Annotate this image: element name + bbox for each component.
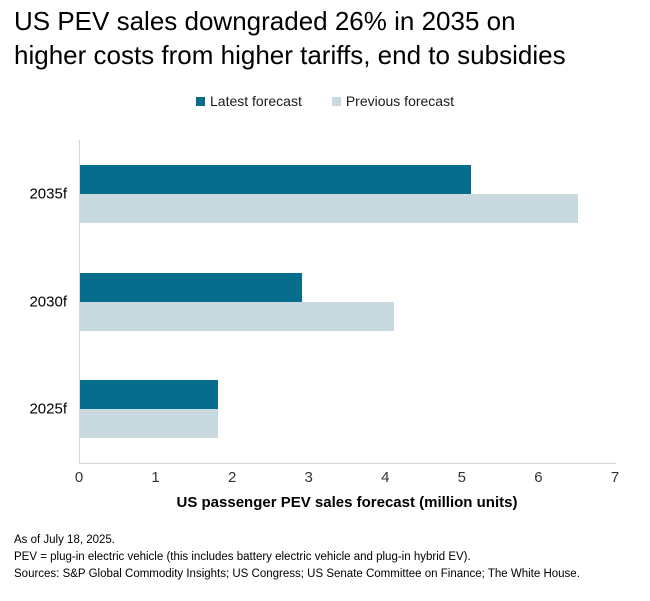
bar-latest-forecast bbox=[80, 164, 471, 194]
bar-group-2030f: 2030f bbox=[29, 248, 616, 356]
bar-previous-forecast bbox=[80, 193, 578, 223]
chart-title-line1: US PEV sales downgraded 26% in 2035 on bbox=[14, 6, 516, 36]
bar-group-2035f: 2035f bbox=[29, 140, 616, 248]
category-label: 2035f bbox=[29, 185, 67, 203]
legend-swatch-icon bbox=[331, 96, 341, 106]
bar-previous-forecast bbox=[80, 409, 218, 439]
category-label: 2030f bbox=[29, 293, 67, 310]
category-label: 2025f bbox=[29, 400, 67, 418]
bar-latest-forecast bbox=[80, 272, 303, 302]
bar-group-2025f: 2025f bbox=[29, 355, 616, 463]
legend-item-label: Latest forecast bbox=[210, 93, 302, 109]
bar-previous-forecast bbox=[80, 301, 394, 331]
x-tick-label: 7 bbox=[610, 469, 620, 486]
x-axis-ticks: 0 1 2 3 4 5 6 7 bbox=[75, 469, 619, 487]
footnote-definition: PEV = plug-in electric vehicle (this inc… bbox=[14, 551, 471, 563]
x-tick-label: 3 bbox=[304, 469, 313, 486]
x-tick-label: 0 bbox=[74, 469, 84, 486]
x-tick-label: 2 bbox=[227, 469, 237, 486]
x-tick-label: 6 bbox=[534, 469, 543, 486]
bar-latest-forecast bbox=[80, 380, 218, 410]
legend: Latest forecast Previous forecast bbox=[0, 93, 650, 109]
footnote-as-of: As of July 18, 2025. bbox=[14, 534, 116, 546]
x-tick-label: 5 bbox=[457, 469, 467, 486]
plot-area: 2035f 2030f 2025f bbox=[29, 140, 616, 464]
legend-item-previous: Previous forecast bbox=[331, 93, 454, 109]
x-tick-label: 4 bbox=[381, 469, 390, 486]
legend-item-label: Previous forecast bbox=[345, 93, 454, 109]
legend-swatch-icon bbox=[196, 96, 205, 106]
footnotes: As of July 18, 2025. PEV = plug-in elect… bbox=[14, 532, 640, 583]
x-tick-label: 1 bbox=[151, 469, 160, 486]
chart-title: US PEV sales downgraded 26% in 2035 on h… bbox=[14, 4, 566, 72]
legend-item-latest: Latest forecast bbox=[196, 93, 302, 109]
footnote-sources: Sources: S&P Global Commodity Insights; … bbox=[14, 568, 580, 580]
chart-title-line2: higher costs from higher tariffs, end to… bbox=[14, 40, 566, 70]
x-axis-title: US passenger PEV sales forecast (million… bbox=[176, 494, 518, 511]
